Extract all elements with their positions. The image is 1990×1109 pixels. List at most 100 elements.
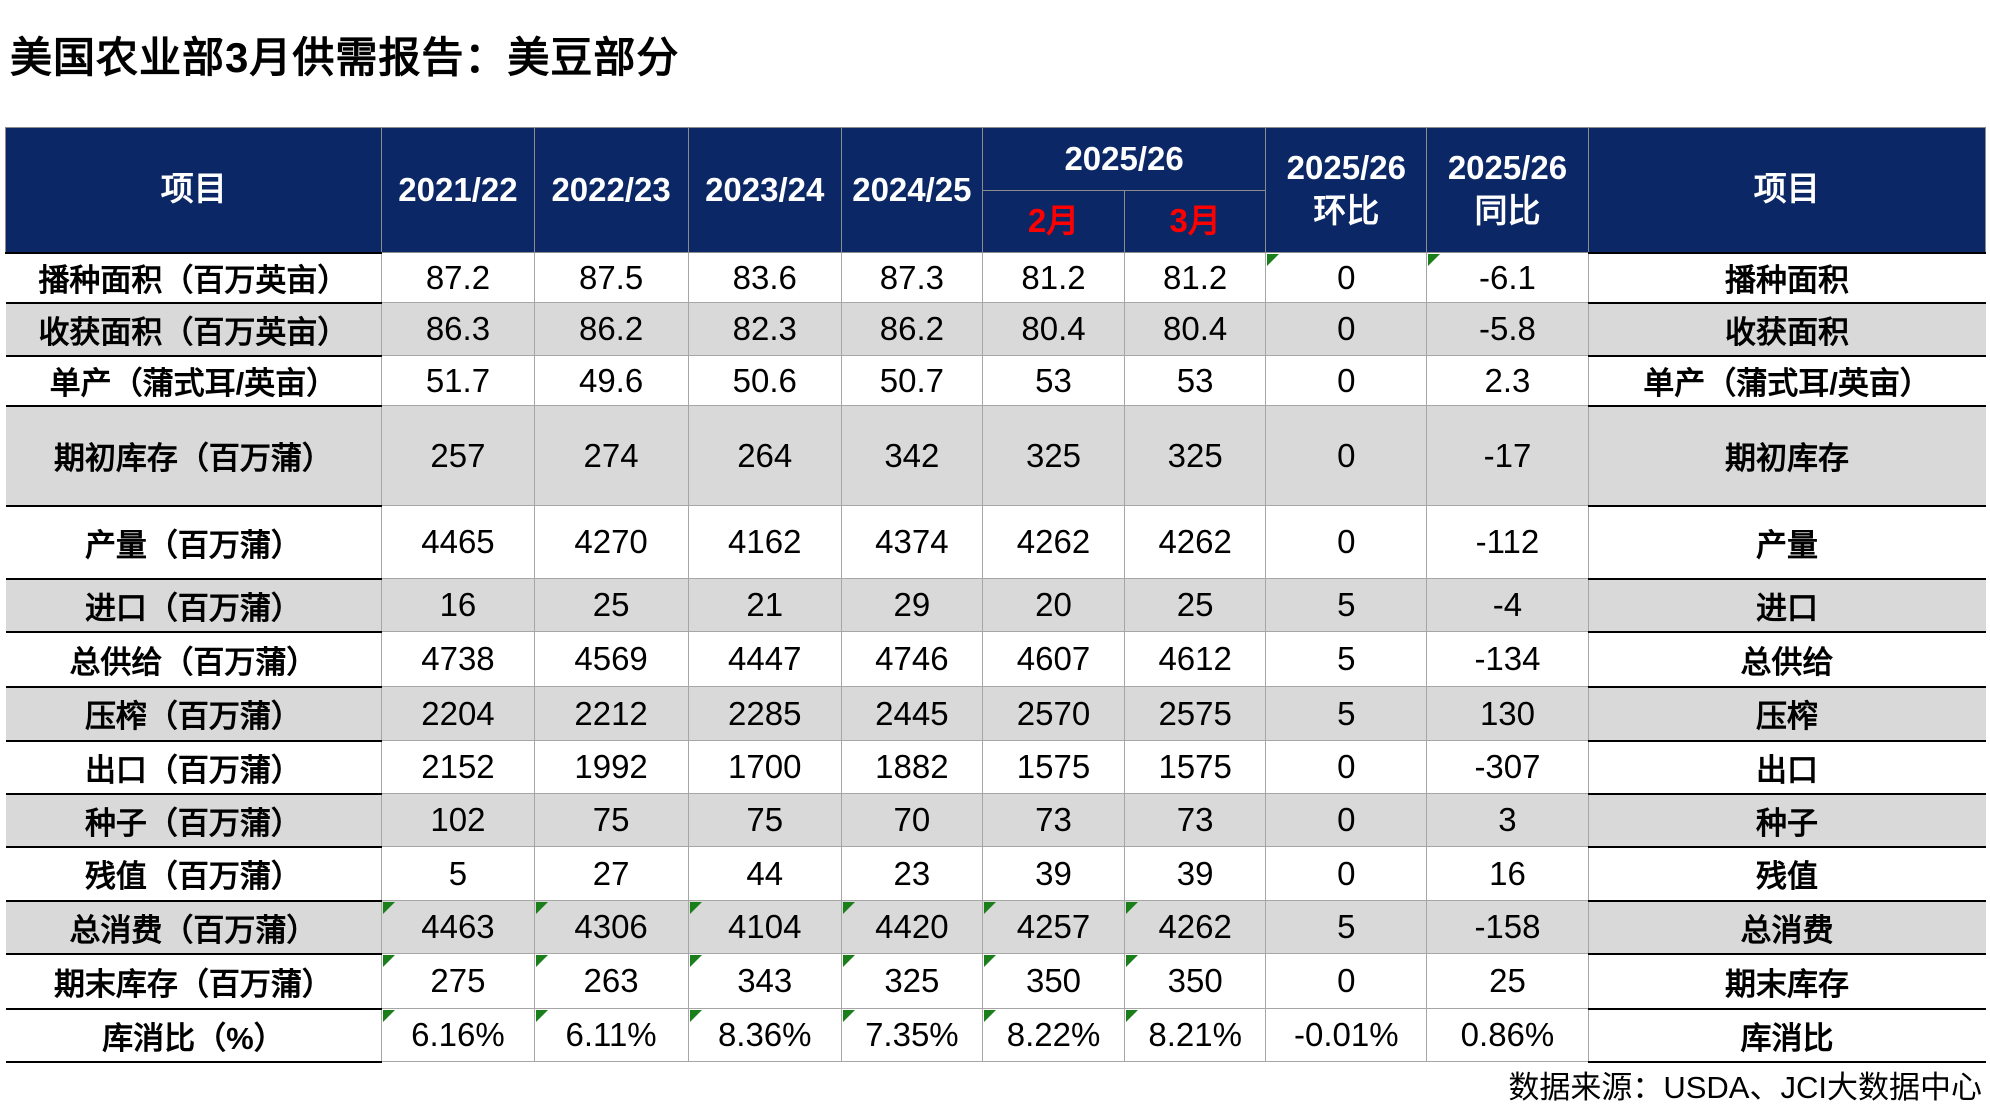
value-text: 29 (893, 586, 931, 623)
cell-flag-icon (983, 955, 996, 967)
value-cell: 342 (840, 405, 983, 506)
value-text: 263 (583, 962, 639, 999)
value-cell: 27 (533, 846, 689, 901)
cell-flag-icon (983, 902, 996, 914)
row-label-right: 种子 (1587, 792, 1986, 848)
value-cell: 8.36% (687, 1008, 842, 1062)
value-text: 4569 (574, 640, 648, 677)
value-text: 27 (592, 854, 630, 892)
value-text: 325 (1025, 436, 1082, 474)
value-text: 4738 (421, 640, 495, 677)
value-cell: 53 (981, 355, 1126, 406)
table-row: 期末库存（百万蒲） 275 263 343 325 350 350 0 25 期末库存 (5, 952, 1986, 1010)
value-cell: 87.3 (840, 252, 983, 303)
value-cell: 4738 (381, 631, 535, 687)
value-text: 80.4 (1021, 310, 1086, 347)
value-cell: 0 (1265, 252, 1428, 303)
row-label-right: 产量 (1587, 504, 1986, 580)
value-text: 275 (430, 962, 486, 999)
header-month-mar: 3月 (1124, 190, 1267, 253)
value-cell: 350 (1124, 953, 1267, 1009)
row-label-right: 收获面积 (1587, 301, 1986, 357)
value-cell: -112 (1426, 505, 1589, 579)
value-cell: 75 (533, 793, 689, 847)
cell-flag-icon (689, 902, 702, 914)
value-cell: -6.1 (1426, 252, 1589, 303)
value-cell: 350 (981, 953, 1126, 1009)
value-cell: 1575 (981, 740, 1126, 794)
value-text: 25 (1489, 962, 1526, 999)
value-cell: 73 (981, 793, 1126, 847)
value-cell: 5 (1265, 578, 1428, 632)
row-label-left: 收获面积（百万英亩） (5, 301, 383, 357)
value-text: 16 (439, 586, 477, 623)
row-label-left: 单产（蒲式耳/英亩） (5, 354, 383, 407)
value-text: 1575 (1016, 748, 1091, 785)
value-cell: 80.4 (1124, 302, 1267, 356)
table-header: 项目 2021/22 2022/23 2023/24 2024/25 2025/… (4, 127, 1987, 253)
value-cell: 83.6 (687, 252, 842, 303)
value-text: 2570 (1016, 694, 1091, 732)
value-cell: 87.5 (533, 252, 689, 303)
value-cell: 16 (1426, 846, 1589, 901)
value-text: 80.4 (1163, 310, 1228, 347)
value-text: 4746 (875, 640, 949, 677)
value-text: 75 (746, 801, 784, 838)
value-cell: -5.8 (1426, 302, 1589, 356)
row-label-left: 种子（百万蒲） (5, 792, 383, 848)
value-cell: 4262 (1124, 900, 1267, 954)
value-cell: 81.2 (981, 252, 1126, 303)
value-text: 4447 (728, 640, 802, 677)
value-cell: -134 (1426, 631, 1589, 687)
value-cell: 0 (1265, 953, 1428, 1009)
value-cell: 70 (840, 793, 983, 847)
value-cell: 325 (1124, 405, 1267, 506)
value-text: 75 (592, 801, 630, 838)
value-cell: 2445 (840, 686, 983, 741)
value-text: 4607 (1016, 640, 1091, 677)
value-text: 6.16% (411, 1016, 505, 1053)
value-cell: 325 (840, 953, 983, 1009)
value-cell: 50.6 (687, 355, 842, 406)
value-text: 0 (1337, 854, 1356, 892)
value-cell: 325 (981, 405, 1126, 506)
value-text: 2445 (875, 694, 949, 732)
row-label-right: 总供给 (1587, 630, 1986, 688)
cell-flag-icon (1126, 902, 1139, 914)
value-cell: 6.16% (381, 1008, 535, 1062)
value-cell: 4374 (840, 505, 983, 579)
value-text: 16 (1489, 854, 1526, 892)
value-cell: -307 (1426, 740, 1589, 794)
value-text: 4463 (421, 908, 495, 945)
value-cell: 0.86% (1426, 1008, 1589, 1062)
value-text: 8.36% (717, 1016, 812, 1053)
value-text: 264 (737, 436, 793, 474)
header-yoy-year: 2025/26 (1447, 149, 1568, 187)
value-text: 0 (1337, 801, 1356, 838)
cell-flag-icon (383, 955, 396, 967)
value-text: 44 (746, 854, 784, 892)
value-text: 21 (746, 586, 784, 623)
value-cell: 50.7 (840, 355, 983, 406)
value-text: -0.01% (1294, 1016, 1399, 1053)
value-cell: 7.35% (840, 1008, 983, 1062)
header-yoy: 2025/26 同比 (1426, 127, 1589, 253)
value-text: 25 (592, 586, 630, 623)
header-item-left: 项目 (4, 127, 383, 253)
value-cell: 8.22% (981, 1008, 1126, 1062)
row-label-right: 期末库存 (1587, 952, 1986, 1010)
value-text: -158 (1474, 908, 1541, 945)
table-row: 进口（百万蒲） 16 25 21 29 20 25 5 -4 进口 (5, 577, 1986, 633)
value-cell: 86.2 (533, 302, 689, 356)
value-cell: 81.2 (1124, 252, 1267, 303)
row-label-left: 库消比（%） (5, 1007, 383, 1063)
value-cell: 82.3 (687, 302, 842, 356)
value-text: 4374 (875, 523, 949, 560)
value-cell: 75 (687, 793, 842, 847)
value-text: 2204 (421, 694, 495, 732)
row-label-right: 出口 (1587, 739, 1986, 795)
header-year-2021-22: 2021/22 (381, 127, 535, 253)
value-cell: 73 (1124, 793, 1267, 847)
value-text: 4162 (728, 523, 802, 560)
